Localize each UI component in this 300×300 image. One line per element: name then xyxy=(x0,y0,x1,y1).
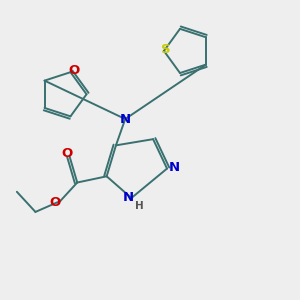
Text: H: H xyxy=(135,201,143,211)
Text: O: O xyxy=(61,147,73,160)
Text: S: S xyxy=(161,43,170,56)
Text: N: N xyxy=(168,160,179,173)
Text: N: N xyxy=(120,112,131,125)
Text: O: O xyxy=(68,64,79,77)
Text: O: O xyxy=(49,196,60,209)
Text: N: N xyxy=(123,191,134,205)
